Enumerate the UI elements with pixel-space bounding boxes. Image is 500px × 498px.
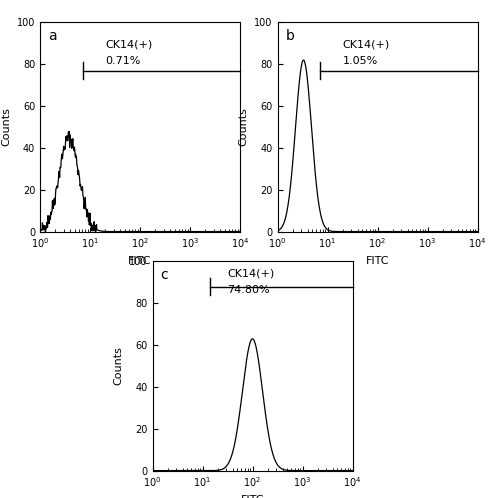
Text: CK14(+): CK14(+) [105,40,152,50]
X-axis label: FITC: FITC [241,495,264,498]
Text: c: c [160,268,168,282]
Text: CK14(+): CK14(+) [342,40,390,50]
Y-axis label: Counts: Counts [1,108,11,146]
Text: b: b [286,29,294,43]
Text: CK14(+): CK14(+) [228,268,275,278]
Y-axis label: Counts: Counts [238,108,248,146]
X-axis label: FITC: FITC [128,256,152,266]
Text: 1.05%: 1.05% [342,56,378,66]
Y-axis label: Counts: Counts [114,347,124,385]
X-axis label: FITC: FITC [366,256,389,266]
Text: 74.80%: 74.80% [228,285,270,295]
Text: a: a [48,29,56,43]
Text: 0.71%: 0.71% [105,56,140,66]
